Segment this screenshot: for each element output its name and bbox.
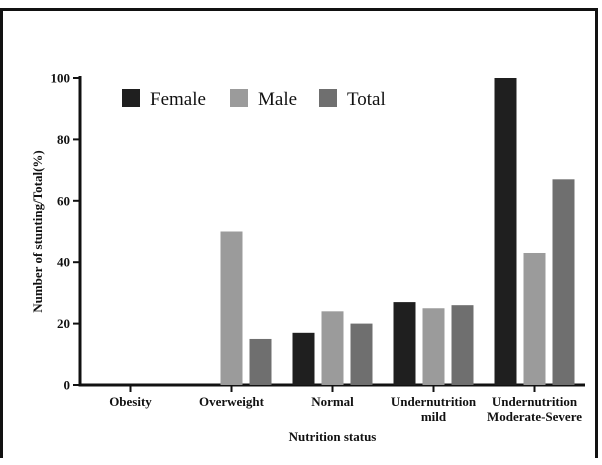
bar-total — [350, 323, 373, 385]
y-tick-label: 0 — [64, 378, 71, 393]
y-axis-title: Number of stunting/Total(%) — [30, 150, 45, 313]
x-tick-label: Undernutrition Moderate-Severe — [487, 394, 582, 424]
bars — [220, 78, 575, 385]
y-tick-label: 60 — [57, 193, 70, 208]
legend-swatch-male — [230, 89, 248, 107]
x-tick-label: Undernutrition mild — [391, 394, 477, 424]
bar-male — [422, 308, 445, 385]
bar-male — [321, 311, 344, 385]
x-tick-label: Normal — [311, 394, 354, 409]
bar-female — [393, 302, 416, 385]
bar-male — [523, 252, 546, 385]
legend-label: Total — [347, 89, 386, 110]
y-tick-label: 100 — [51, 71, 71, 86]
bar-female — [494, 78, 517, 385]
y-tick-label: 80 — [57, 132, 70, 147]
y-tick-label: 20 — [57, 316, 70, 331]
legend-swatch-female — [122, 89, 140, 107]
x-axis-title: Nutrition status — [289, 429, 377, 444]
bar-total — [552, 179, 575, 385]
legend-label: Female — [150, 89, 206, 110]
y-tick-label: 40 — [57, 255, 70, 270]
x-tick-label: Obesity — [109, 394, 152, 409]
bar-male — [220, 231, 243, 385]
x-tick-label: Overweight — [199, 394, 265, 409]
chart-frame — [0, 8, 598, 458]
legend: Female Male Total — [122, 89, 386, 110]
bar-total — [249, 338, 272, 385]
bar-total — [451, 305, 474, 385]
axes: 0 20 40 60 80 100 Obesity Overweight Normal Under… — [51, 71, 585, 424]
legend-label: Male — [258, 89, 297, 110]
bar-female — [292, 332, 315, 385]
legend-swatch-total — [319, 89, 337, 107]
